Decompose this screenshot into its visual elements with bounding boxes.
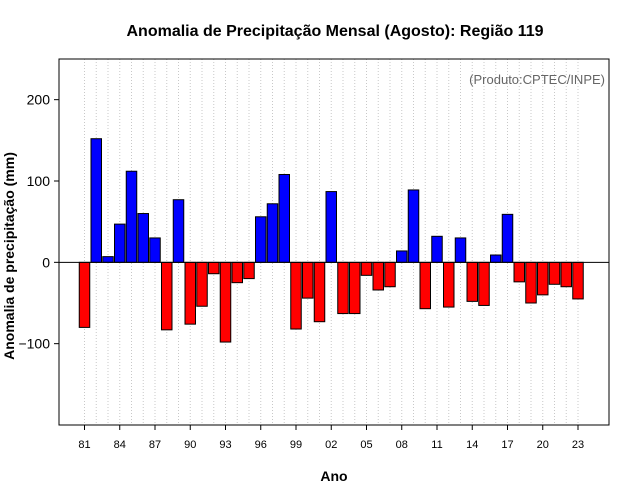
bar-98 — [278, 173, 290, 263]
bar-88 — [161, 261, 173, 331]
x-tick-label: 17 — [501, 439, 513, 451]
bar-15 — [478, 261, 490, 306]
bar-86 — [137, 213, 149, 263]
bar-06 — [372, 261, 384, 291]
bar-94 — [231, 261, 243, 284]
bar-12 — [443, 261, 455, 308]
plot-frame — [58, 58, 610, 426]
bar-21 — [548, 261, 561, 285]
x-tick-label: 08 — [396, 439, 408, 451]
bar-03 — [337, 261, 349, 315]
bar-84 — [114, 223, 126, 263]
x-axis-label: Ano — [320, 468, 347, 484]
bar-04 — [349, 261, 361, 315]
x-axis: 81 84 87 90 93 96 99 02 05 08 11 14 17 20 23 — [78, 425, 584, 451]
bar-05 — [360, 261, 373, 276]
y-tick-label: 200 — [27, 92, 51, 108]
chart-title: Anomalia de Precipitação Mensal (Agosto)… — [127, 23, 544, 40]
x-tick-label: 02 — [325, 439, 337, 451]
bar-93 — [219, 261, 232, 343]
bar-23 — [572, 261, 584, 300]
x-tick-label: 87 — [149, 439, 161, 451]
bar-90 — [184, 261, 196, 325]
bar-16 — [490, 254, 502, 263]
bar-97 — [266, 203, 279, 263]
x-tick-label: 23 — [572, 439, 584, 451]
x-tick-label: 20 — [537, 439, 549, 451]
bar-83 — [102, 256, 114, 263]
x-tick-label: 84 — [114, 439, 126, 451]
bar-00 — [302, 261, 314, 299]
bar-17 — [501, 213, 514, 263]
bar-14 — [466, 261, 478, 302]
bar-95 — [243, 261, 255, 280]
bar-19 — [525, 261, 537, 304]
bar-09 — [407, 189, 420, 263]
y-tick-label: 100 — [27, 173, 51, 189]
bar-07 — [384, 261, 396, 288]
y-tick-label: 0 — [42, 254, 50, 270]
x-tick-label: 14 — [466, 439, 478, 451]
bar-08 — [396, 250, 408, 263]
bar-91 — [196, 261, 208, 307]
bar-13 — [454, 237, 467, 263]
x-tick-label: 05 — [360, 439, 372, 451]
product-annotation: (Produto:CPTEC/INPE) — [469, 72, 605, 87]
x-tick-label: 11 — [431, 439, 442, 451]
x-tick-label: 90 — [184, 439, 196, 451]
y-axis-label: Anomalia de precipitação (mm) — [1, 152, 17, 360]
bar-22 — [560, 261, 572, 288]
bar-82 — [90, 138, 102, 263]
x-tick-label: 96 — [255, 439, 267, 451]
bar-20 — [537, 261, 549, 296]
bar-99 — [290, 261, 302, 330]
y-axis: −100 0 100 200 — [18, 92, 59, 352]
x-tick-label: 99 — [290, 439, 302, 451]
x-tick-label: 93 — [219, 439, 231, 451]
bar-81 — [78, 261, 91, 328]
bar-92 — [208, 261, 220, 275]
bar-18 — [513, 261, 525, 283]
bar-10 — [419, 261, 431, 310]
bar-11 — [431, 235, 443, 263]
bar-96 — [255, 216, 267, 263]
bar-87 — [149, 237, 161, 263]
bar-series — [78, 138, 584, 343]
bar-01 — [313, 261, 326, 323]
x-tick-label: 81 — [78, 439, 90, 451]
bar-02 — [325, 191, 337, 263]
bar-89 — [172, 199, 185, 263]
bar-85 — [125, 170, 138, 263]
y-tick-label: −100 — [18, 336, 50, 352]
